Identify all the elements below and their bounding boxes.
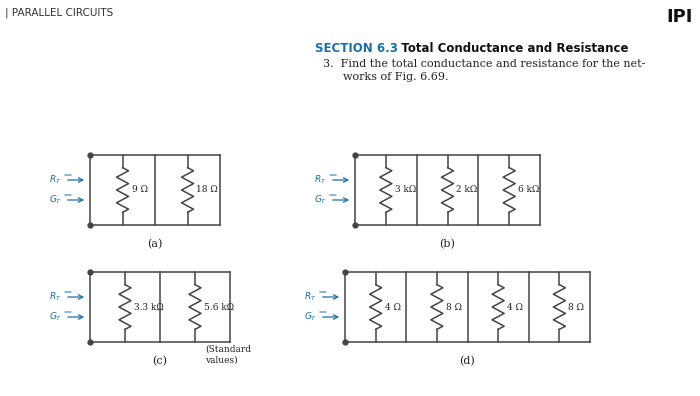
- Text: 4 Ω: 4 Ω: [384, 303, 400, 312]
- Text: IPI: IPI: [666, 8, 693, 26]
- Text: $G_T$: $G_T$: [304, 311, 317, 323]
- Text: 8 Ω: 8 Ω: [568, 303, 584, 312]
- Text: 18 Ω: 18 Ω: [197, 185, 218, 194]
- Text: $G_T$: $G_T$: [314, 194, 327, 206]
- Text: 3.  Find the total conductance and resistance for the net-: 3. Find the total conductance and resist…: [323, 59, 645, 69]
- Text: (d): (d): [460, 356, 475, 366]
- Text: (a): (a): [147, 239, 162, 249]
- Text: 4 Ω: 4 Ω: [507, 303, 523, 312]
- Text: 2 kΩ: 2 kΩ: [456, 185, 477, 194]
- Text: (Standard
values): (Standard values): [205, 345, 251, 364]
- Text: 8 Ω: 8 Ω: [446, 303, 462, 312]
- Text: Total Conductance and Resistance: Total Conductance and Resistance: [393, 42, 629, 55]
- Text: 3 kΩ: 3 kΩ: [395, 185, 416, 194]
- Text: $G_T$: $G_T$: [49, 311, 62, 323]
- Text: $R_T$: $R_T$: [50, 291, 62, 303]
- Text: 5.6 kΩ: 5.6 kΩ: [204, 303, 234, 312]
- Text: 3.3 kΩ: 3.3 kΩ: [134, 303, 164, 312]
- Text: (b): (b): [440, 239, 456, 249]
- Text: $G_T$: $G_T$: [49, 194, 62, 206]
- Text: SECTION 6.3: SECTION 6.3: [315, 42, 398, 55]
- Text: $R_T$: $R_T$: [50, 174, 62, 186]
- Text: $R_T$: $R_T$: [304, 291, 317, 303]
- Text: works of Fig. 6.69.: works of Fig. 6.69.: [343, 72, 449, 82]
- Text: $R_T$: $R_T$: [314, 174, 327, 186]
- Text: (c): (c): [153, 356, 167, 366]
- Text: 6 kΩ: 6 kΩ: [518, 185, 540, 194]
- Text: 9 Ω: 9 Ω: [132, 185, 148, 194]
- Text: | PARALLEL CIRCUITS: | PARALLEL CIRCUITS: [5, 8, 113, 19]
